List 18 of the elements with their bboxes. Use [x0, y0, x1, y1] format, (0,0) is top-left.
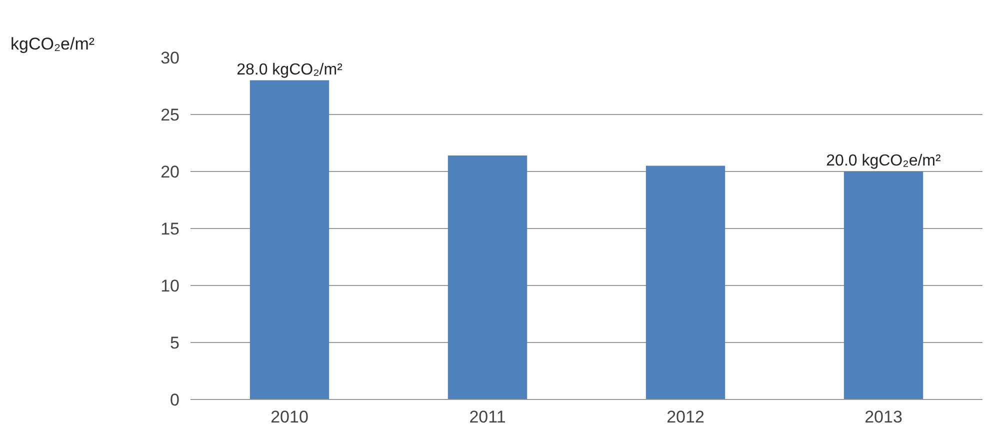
data-label: 20.0 kgCO₂e/m²	[826, 152, 942, 170]
data-label: 28.0 kgCO₂/m²	[236, 61, 344, 78]
y-axis-title: kgCO₂e/m²	[10, 34, 95, 54]
bar	[844, 172, 924, 400]
y-tick-label: 10	[160, 276, 180, 296]
y-tick-label: 30	[160, 48, 180, 68]
y-tick-label: 5	[170, 334, 180, 352]
y-tick-label: 20	[160, 162, 180, 182]
x-tick-label: 2010	[270, 408, 308, 426]
y-tick-label: 15	[160, 220, 180, 238]
y-tick-label: 25	[160, 106, 180, 124]
bar	[646, 166, 726, 400]
x-tick-label: 2013	[864, 408, 902, 426]
y-tick-label: 0	[170, 390, 180, 410]
x-tick-label: 2011	[469, 408, 506, 426]
x-tick-label: 2012	[666, 408, 704, 426]
bar	[448, 156, 528, 400]
bar	[250, 80, 330, 400]
